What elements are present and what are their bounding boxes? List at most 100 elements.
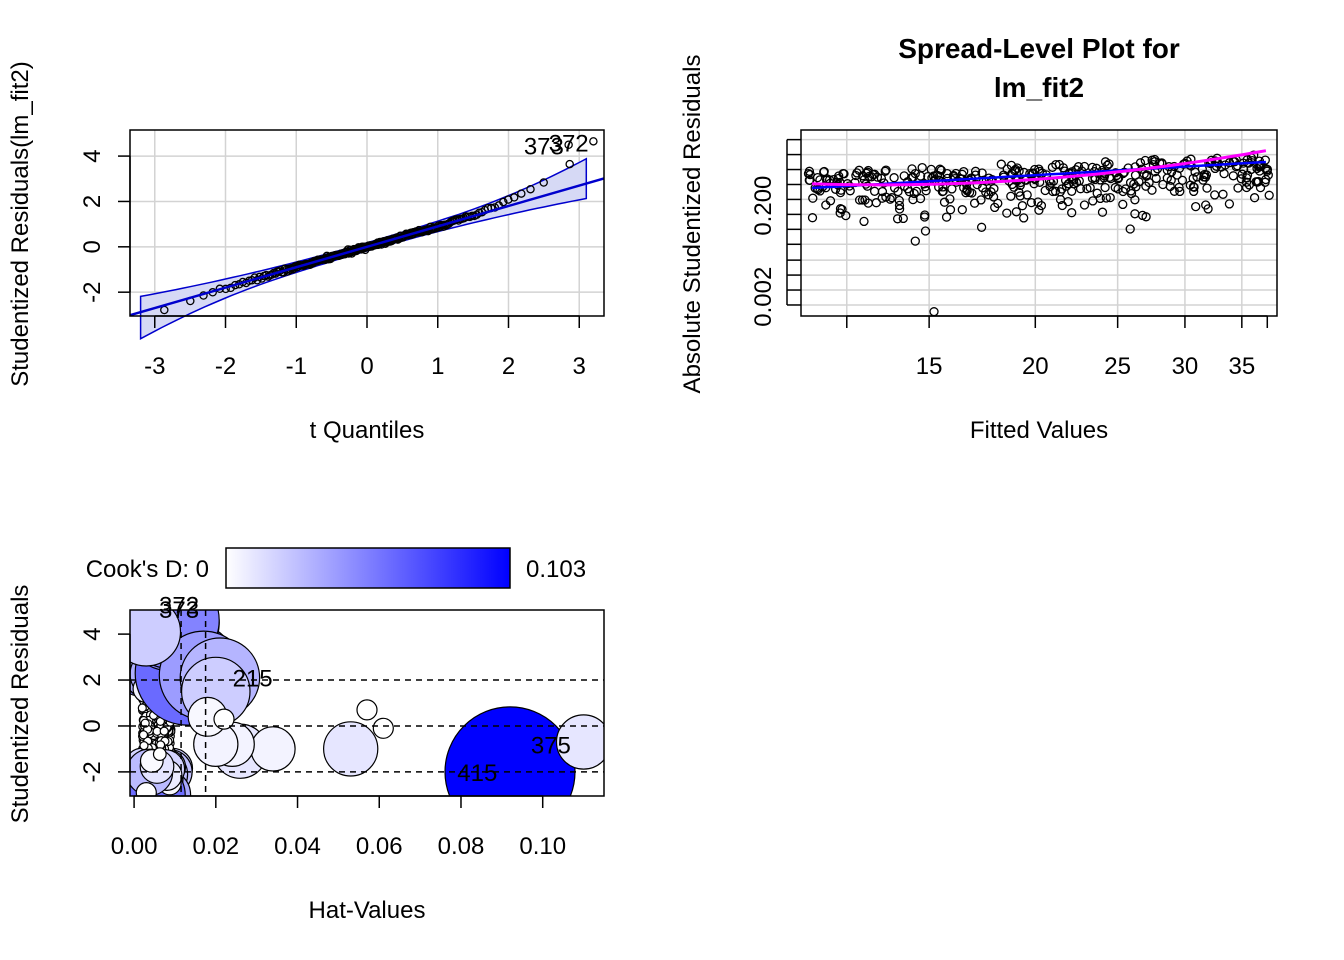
qq-point bbox=[509, 193, 519, 202]
spread-point bbox=[981, 187, 991, 197]
qq-x-tick-label: 3 bbox=[573, 353, 586, 380]
spread-point bbox=[1135, 158, 1146, 168]
spread-point bbox=[1142, 170, 1152, 180]
influence-y-tick-label: 4 bbox=[79, 627, 106, 640]
spread-point bbox=[1253, 176, 1264, 187]
influence-x-tick-label: 0.06 bbox=[356, 833, 403, 860]
spread-point bbox=[1067, 186, 1077, 196]
influence-y-tick-label: -2 bbox=[79, 761, 106, 782]
spread-point bbox=[1190, 167, 1200, 177]
spread-point bbox=[972, 179, 982, 190]
spread-point bbox=[976, 222, 987, 232]
spread-point bbox=[1219, 168, 1229, 179]
spread-point bbox=[911, 186, 922, 197]
spread-point bbox=[1232, 161, 1243, 171]
qq-labeled-point bbox=[564, 140, 573, 149]
influence-bubble bbox=[159, 726, 169, 736]
spread-point bbox=[1141, 181, 1151, 191]
spread-point bbox=[887, 193, 897, 203]
spread-point bbox=[892, 214, 903, 224]
spread-point bbox=[1061, 181, 1072, 191]
spread-point bbox=[1012, 163, 1022, 173]
spread-point bbox=[852, 168, 862, 178]
spread-point bbox=[929, 307, 939, 317]
qq-labeled-point bbox=[589, 137, 598, 146]
influence-bubble bbox=[152, 747, 167, 761]
influence-bubble bbox=[555, 714, 604, 770]
spread-point bbox=[947, 184, 957, 194]
spread-point bbox=[869, 186, 880, 196]
spread-point bbox=[1101, 193, 1111, 203]
spread-point bbox=[907, 164, 917, 174]
spread-point bbox=[1047, 162, 1058, 172]
spread-point bbox=[812, 172, 823, 183]
spread-x-axis-label: Fitted Values bbox=[970, 417, 1108, 444]
spread-point bbox=[893, 186, 903, 197]
spread-point bbox=[894, 204, 905, 214]
spread-point bbox=[833, 173, 844, 184]
spread-point bbox=[1236, 174, 1246, 184]
qq-x-tick-label: -2 bbox=[215, 353, 236, 380]
spread-point bbox=[1014, 187, 1024, 197]
spread-point bbox=[967, 188, 977, 198]
spread-point bbox=[804, 175, 814, 185]
influence-reference-lines bbox=[130, 610, 604, 796]
spread-point bbox=[1202, 183, 1212, 193]
spread-axes: 15 20 25 30 35 0.002 0.200 bbox=[750, 138, 1269, 380]
influence-bubble bbox=[130, 610, 182, 667]
influence-bubble bbox=[137, 703, 147, 713]
spread-point bbox=[1129, 179, 1139, 189]
spread-level-title-line-1: Spread-Level Plot for bbox=[898, 33, 1180, 64]
spread-point bbox=[1177, 175, 1188, 185]
spread-point bbox=[1241, 182, 1252, 193]
spread-point bbox=[1050, 186, 1061, 196]
qq-point-label: 373 bbox=[524, 134, 564, 161]
spread-point bbox=[1188, 182, 1199, 192]
spread-point bbox=[937, 186, 948, 197]
spread-x-tick-label: 15 bbox=[916, 353, 943, 380]
spread-y-tick-label: 0.200 bbox=[750, 176, 777, 236]
spread-point bbox=[1079, 161, 1090, 172]
spread-point bbox=[1210, 190, 1220, 200]
spread-point bbox=[917, 162, 927, 173]
spread-point bbox=[1037, 168, 1047, 178]
influence-axes: 0.00 0.02 0.04 0.06 0.08 0.10 -2 0 2 4 bbox=[79, 627, 566, 860]
influence-bubble bbox=[135, 782, 157, 796]
influence-bubbles bbox=[130, 610, 604, 796]
spread-point bbox=[880, 166, 890, 176]
spread-point bbox=[1002, 208, 1012, 218]
spread-point bbox=[863, 165, 873, 176]
qq-point bbox=[526, 184, 535, 194]
spread-x-tick-label: 35 bbox=[1228, 353, 1255, 380]
spread-point bbox=[1063, 196, 1073, 207]
spread-point bbox=[1045, 181, 1055, 192]
qq-y-tick-label: 2 bbox=[79, 195, 106, 208]
spread-point bbox=[1097, 207, 1108, 217]
spread-point bbox=[1075, 184, 1086, 194]
qq-x-tick-label: 1 bbox=[431, 353, 444, 380]
spread-point bbox=[1105, 192, 1115, 203]
spread-point bbox=[1125, 224, 1135, 234]
influence-bubble bbox=[372, 717, 394, 739]
spread-grid bbox=[801, 130, 1277, 316]
influence-y-axis-label: Studentized Residuals bbox=[7, 585, 34, 824]
spread-point bbox=[926, 164, 936, 175]
spread-level-title-line-2: lm_fit2 bbox=[994, 72, 1084, 103]
spread-point bbox=[898, 213, 908, 224]
spread-point bbox=[1224, 199, 1235, 209]
spread-point bbox=[969, 198, 980, 208]
qq-point bbox=[539, 178, 548, 187]
spread-point bbox=[915, 193, 926, 204]
influence-y-tick-label: 0 bbox=[79, 719, 106, 732]
spread-point bbox=[1028, 168, 1038, 178]
qq-y-tick-label: -2 bbox=[79, 282, 106, 303]
spread-x-tick-label: 30 bbox=[1172, 353, 1199, 380]
qq-reference-line bbox=[129, 177, 605, 317]
spread-point bbox=[1242, 173, 1252, 183]
spread-point bbox=[854, 195, 865, 205]
spread-y-tick-label: 0.002 bbox=[750, 267, 777, 327]
spread-point bbox=[819, 167, 829, 177]
spread-point bbox=[979, 175, 989, 185]
